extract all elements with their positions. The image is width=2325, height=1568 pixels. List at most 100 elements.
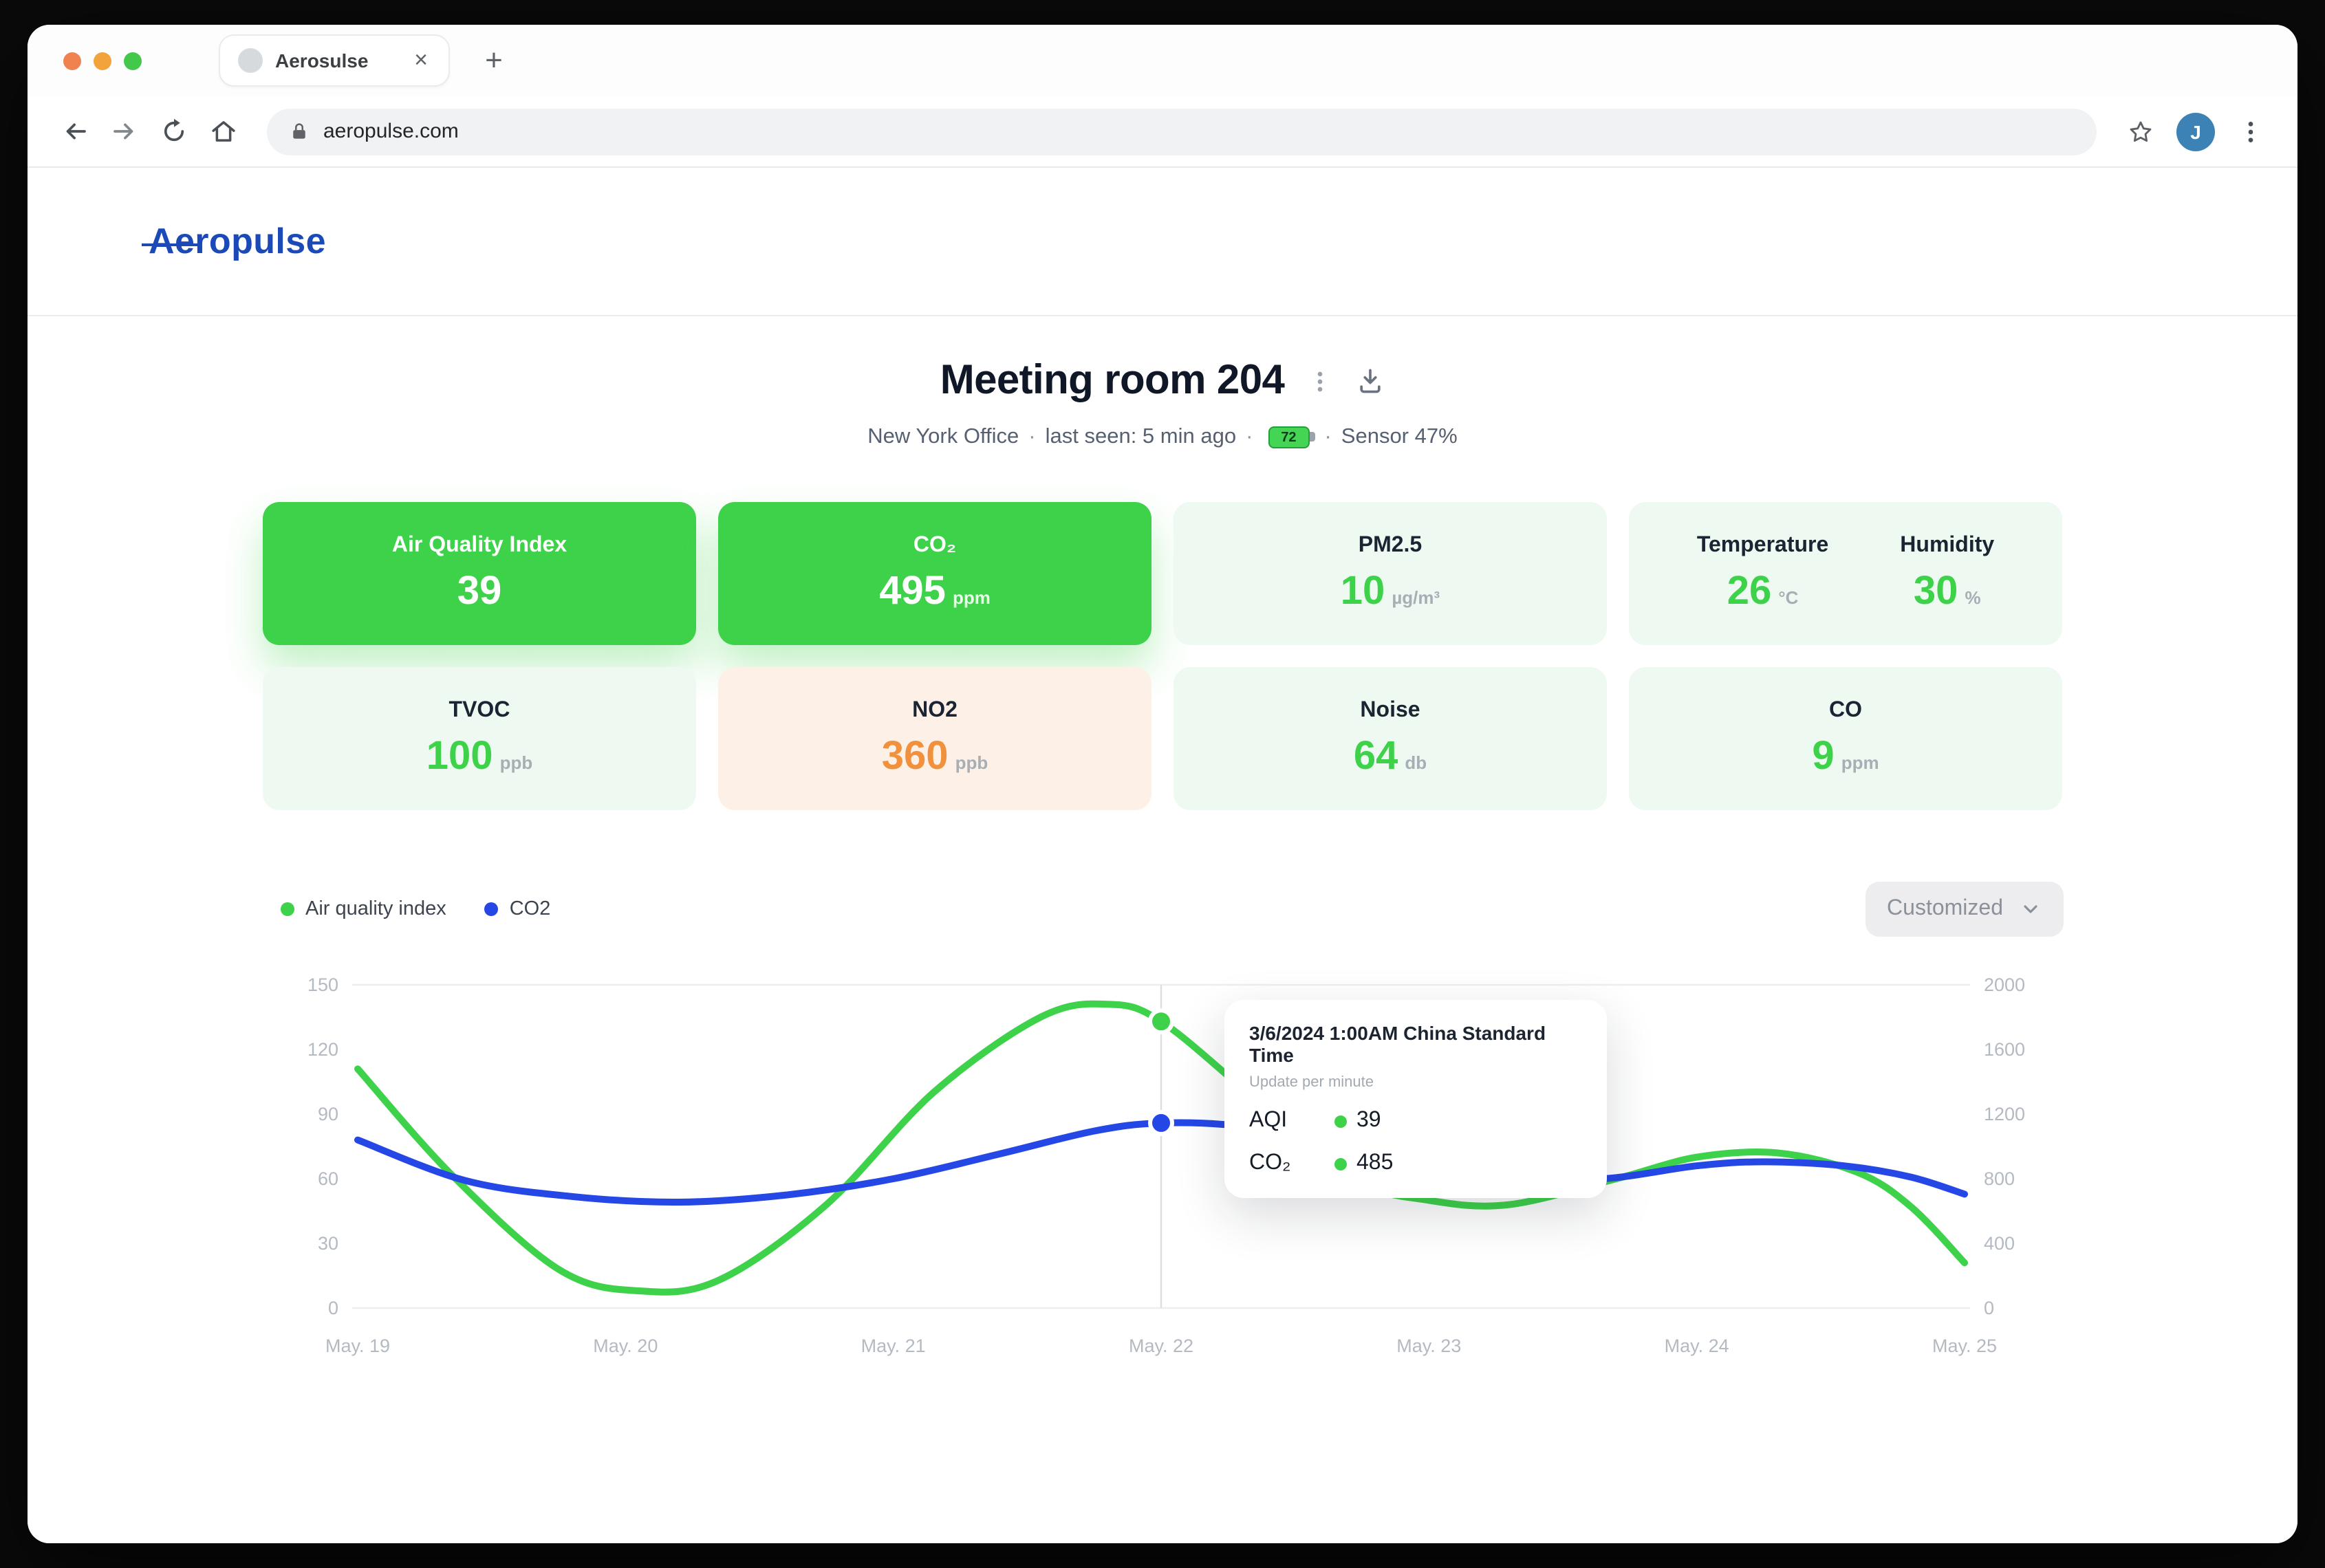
metric-value-row: 495 ppm — [879, 569, 991, 614]
browser-tab[interactable]: Aerosulse × — [219, 34, 450, 87]
metric-label: Temperature — [1696, 533, 1829, 556]
metric: NO2 360 ppb — [882, 698, 988, 779]
separator-dot: · — [1324, 425, 1332, 448]
legend-item[interactable]: Air quality index — [281, 898, 446, 920]
y-left-tick-label: 30 — [318, 1233, 338, 1254]
metric-value-row: 26 °C — [1727, 569, 1799, 614]
profile-avatar[interactable]: J — [2176, 112, 2215, 151]
metric: PM2.5 10 µg/m³ — [1341, 533, 1440, 614]
home-icon — [211, 121, 235, 142]
address-bar[interactable]: aeropulse.com — [267, 108, 2097, 155]
tooltip-row-dot — [1334, 1157, 1347, 1170]
forward-button[interactable] — [99, 107, 149, 156]
metric: Humidity 30% — [1900, 533, 1994, 614]
url-text: aeropulse.com — [323, 120, 459, 143]
device-location: New York Office — [867, 425, 1019, 448]
metric: CO 9 ppm — [1812, 698, 1879, 779]
metric-cards-grid: Air Quality Index 39 CO₂ 495 ppm PM2.5 10 µg/m³… — [263, 502, 2062, 810]
legend-item[interactable]: CO2 — [484, 898, 550, 920]
metric: Air Quality Index 39 — [392, 533, 567, 614]
separator-dot: · — [1246, 425, 1253, 448]
metric-unit: ppb — [499, 752, 533, 772]
y-left-tick-label: 90 — [318, 1104, 338, 1124]
new-tab-button[interactable]: + — [485, 43, 503, 77]
line-chart: 0 30 60 90 120 150 0 400 800 1200 1600 2000 May. 19 M… — [307, 974, 2025, 1356]
device-header: Meeting room 204 New York Office · last … — [28, 358, 2297, 450]
metric-card: PM2.5 10 µg/m³ — [1174, 502, 1607, 645]
separator-dot: · — [1028, 425, 1036, 448]
device-options-kebab-icon[interactable] — [1306, 368, 1332, 394]
y-left-tick-label: 60 — [318, 1168, 338, 1189]
back-button[interactable] — [50, 107, 99, 156]
metric: Temperature 26 °C — [1697, 533, 1828, 614]
device-last-seen: last seen: 5 min ago — [1045, 425, 1237, 448]
metric-value-row: 100 ppb — [426, 734, 532, 779]
metric-card: NO2 360 ppb — [718, 667, 1151, 810]
metric-value-row: 30% — [1914, 569, 1981, 614]
x-tick-label: May. 19 — [325, 1336, 390, 1356]
metric-label: CO₂ — [913, 533, 957, 556]
tab-favicon-icon — [238, 48, 263, 73]
tab-close-icon[interactable]: × — [414, 47, 428, 73]
back-arrow-icon — [65, 123, 85, 140]
chart-tooltip: 3/6/2024 1:00AM China Standard Time Upda… — [1224, 1000, 1607, 1198]
bookmark-star-button[interactable] — [2116, 107, 2165, 156]
metric-value: 39 — [457, 569, 502, 613]
legend-label: Air quality index — [305, 898, 446, 920]
browser-menu-button[interactable] — [2226, 107, 2275, 156]
metric-value-row: 360 ppb — [882, 734, 988, 779]
y-left-tick-label: 150 — [307, 974, 338, 995]
metric-card: Air Quality Index 39 — [263, 502, 696, 645]
battery-percent: 72 — [1281, 430, 1297, 445]
metric-value: 64 — [1353, 734, 1398, 778]
metric-value-row: 10 µg/m³ — [1341, 569, 1440, 614]
x-tick-label: May. 20 — [593, 1336, 658, 1356]
tab-strip: Aerosulse × + — [28, 25, 2297, 96]
window-minimize-button[interactable] — [94, 52, 111, 69]
metric-value: 9 — [1812, 734, 1835, 778]
metric-value: 100 — [426, 734, 493, 778]
co2-marker-dot — [1148, 1109, 1174, 1136]
metric-label: PM2.5 — [1358, 533, 1423, 556]
range-selector-dropdown[interactable]: Customized — [1865, 882, 2064, 937]
reload-button[interactable] — [149, 107, 198, 156]
y-right-tick-label: 1200 — [1984, 1104, 2025, 1124]
metric-label: TVOC — [448, 698, 510, 721]
page-title: Meeting room 204 — [940, 358, 1285, 403]
x-tick-label: May. 21 — [861, 1336, 926, 1356]
window-close-button[interactable] — [63, 52, 81, 69]
title-row: Meeting room 204 — [940, 358, 1385, 404]
star-icon — [2130, 120, 2152, 142]
metric-label: Noise — [1360, 698, 1420, 721]
window-zoom-button[interactable] — [124, 52, 142, 69]
forward-arrow-icon — [113, 123, 133, 140]
y-left-tick-label: 0 — [328, 1298, 338, 1318]
aqi-marker-dot — [1148, 1008, 1174, 1035]
x-tick-label: May. 25 — [1932, 1336, 1997, 1356]
metric-value-row: 9 ppm — [1812, 734, 1879, 779]
browser-window: Aerosulse × + — [28, 25, 2297, 1543]
aeropulse-logo[interactable]: Aeropulse — [142, 220, 326, 261]
tooltip-row-label: AQI — [1249, 1109, 1288, 1132]
metric-card: CO₂ 495 ppm — [718, 502, 1151, 645]
site-header: Aeropulse — [28, 168, 2297, 316]
metric: Noise 64 db — [1354, 698, 1427, 779]
battery-indicator: 72 — [1268, 426, 1315, 448]
tooltip-row: CO₂ 485 — [1249, 1151, 1582, 1176]
y-right-tick-label: 400 — [1984, 1233, 2015, 1254]
download-icon[interactable] — [1354, 366, 1385, 396]
tooltip-subtitle: Update per minute — [1249, 1074, 1374, 1091]
metric-card: CO 9 ppm — [1629, 667, 2062, 810]
y-right-tick-label: 800 — [1984, 1168, 2015, 1189]
metric-unit: ppm — [1841, 752, 1879, 772]
x-tick-label: May. 22 — [1129, 1336, 1193, 1356]
chart-header: Air quality index CO2 Customized — [261, 882, 2064, 937]
tooltip-row-dot — [1334, 1115, 1347, 1127]
window-controls — [63, 52, 142, 69]
kebab-menu-icon — [2248, 121, 2253, 142]
home-button[interactable] — [198, 107, 248, 156]
metric-label: NO2 — [912, 698, 958, 721]
page-content: Aeropulse Meeting room 204 New York Offi… — [28, 168, 2297, 1543]
tooltip-title: 3/6/2024 1:00AM China Standard Time — [1249, 1022, 1546, 1066]
